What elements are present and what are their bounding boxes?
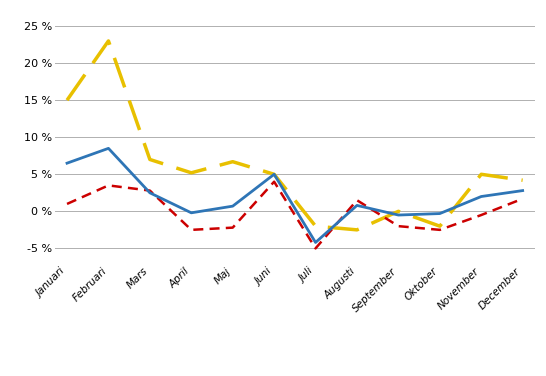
Alla [271, 172, 277, 177]
Alla [437, 211, 443, 216]
Utländska [146, 157, 153, 162]
Finländska [478, 213, 484, 217]
Finländska [519, 197, 526, 201]
Finländska [105, 183, 112, 188]
Utländska [395, 209, 402, 214]
Alla [105, 146, 112, 151]
Finländska [354, 198, 360, 202]
Utländska [64, 98, 70, 102]
Utländska [271, 172, 277, 177]
Line: Finländska: Finländska [67, 182, 523, 249]
Alla [188, 211, 194, 215]
Finländska [271, 179, 277, 184]
Utländska [105, 39, 112, 43]
Finländska [395, 224, 402, 228]
Alla [519, 188, 526, 193]
Finländska [437, 227, 443, 232]
Finländska [64, 202, 70, 206]
Alla [395, 213, 402, 217]
Utländska [354, 227, 360, 232]
Finländska [188, 227, 194, 232]
Alla [64, 161, 70, 165]
Utländska [519, 178, 526, 182]
Alla [354, 203, 360, 208]
Utländska [437, 224, 443, 228]
Alla [478, 194, 484, 199]
Alla [312, 240, 319, 245]
Finländska [312, 246, 319, 251]
Utländska [478, 172, 484, 177]
Finländska [229, 225, 236, 230]
Utländska [188, 171, 194, 175]
Utländska [229, 159, 236, 164]
Alla [229, 204, 236, 208]
Finländska [146, 188, 153, 193]
Line: Alla: Alla [67, 149, 523, 243]
Line: Utländska: Utländska [67, 41, 523, 230]
Utländska [312, 224, 319, 228]
Alla [146, 191, 153, 195]
